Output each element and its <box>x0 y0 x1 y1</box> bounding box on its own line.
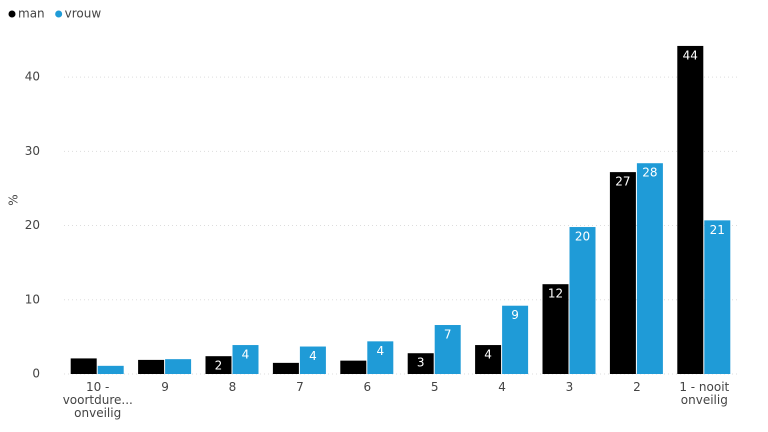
y-axis-label: % <box>7 194 21 205</box>
legend-marker <box>55 10 63 18</box>
bar <box>232 345 259 374</box>
x-tick-label: 4 <box>498 380 506 394</box>
bar <box>636 163 663 374</box>
value-label: 20 <box>575 230 590 244</box>
legend-marker <box>8 10 16 18</box>
value-label: 2 <box>215 359 223 373</box>
value-label: 3 <box>417 356 425 370</box>
bar <box>299 346 326 374</box>
bar <box>138 359 165 374</box>
x-tick-label: 10 - voortdure... onveilig <box>62 380 133 420</box>
legend-label: vrouw <box>65 7 102 21</box>
value-label: 7 <box>444 328 452 342</box>
x-tick-label: 7 <box>296 380 304 394</box>
bar <box>340 360 367 374</box>
bar <box>704 220 731 374</box>
value-label: 28 <box>642 166 657 180</box>
y-tick-label: 40 <box>25 70 40 84</box>
bar <box>407 353 434 374</box>
legend-label: man <box>18 7 45 21</box>
value-label: 4 <box>309 349 317 363</box>
value-label: 4 <box>376 344 384 358</box>
bar <box>70 358 97 374</box>
bar <box>677 45 704 375</box>
bar <box>542 284 569 374</box>
x-tick-label: 5 <box>430 380 439 394</box>
value-label: 4 <box>242 348 250 362</box>
bar <box>434 325 461 374</box>
value-label: 21 <box>710 223 725 237</box>
x-tick-label: 6 <box>363 380 372 394</box>
y-tick-label: 30 <box>25 144 40 158</box>
value-label: 4 <box>484 348 492 362</box>
bar <box>272 362 299 374</box>
x-tick-label: 1 - nooit onveilig <box>679 380 730 407</box>
value-label: 27 <box>615 175 630 189</box>
bar <box>367 341 394 374</box>
x-tick-label: 2 <box>633 380 641 394</box>
bar <box>97 365 124 374</box>
value-label: 9 <box>511 308 519 322</box>
value-label: 44 <box>683 48 698 62</box>
y-tick-label: 0 <box>32 367 40 381</box>
bar <box>569 227 596 374</box>
x-tick-label: 9 <box>161 380 169 394</box>
x-tick-label: 3 <box>565 380 574 394</box>
y-tick-label: 10 <box>25 292 40 306</box>
y-tick-label: 20 <box>25 218 40 232</box>
bar <box>502 305 529 374</box>
bar <box>475 345 502 374</box>
bar <box>205 356 232 374</box>
bar <box>609 172 636 374</box>
value-label: 12 <box>548 287 563 301</box>
x-tick-label: 8 <box>228 380 237 394</box>
bar <box>165 359 192 374</box>
